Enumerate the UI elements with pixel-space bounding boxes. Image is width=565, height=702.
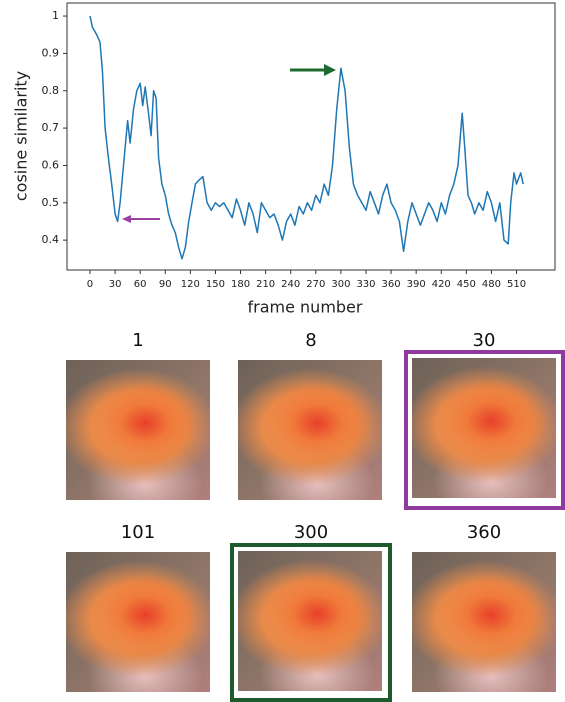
series-line [90, 16, 523, 259]
chart: cosine similarity frame number 0.4 0.5 0.6… [0, 0, 565, 320]
x-tick-label: 450 [457, 279, 476, 290]
frame-title: 30 [409, 330, 559, 351]
frame-title: 360 [409, 522, 559, 543]
x-tick-label: 510 [507, 279, 526, 290]
y-tick-label: 0.4 [42, 233, 60, 246]
y-axis-label: cosine similarity [12, 71, 31, 201]
plot-frame [67, 3, 555, 270]
x-tick-label: 360 [382, 279, 401, 290]
x-tick-label: 30 [109, 279, 122, 290]
arrow-green [290, 64, 336, 76]
frame-title: 300 [236, 522, 386, 543]
y-tick-label: 0.8 [42, 84, 60, 97]
y-tick-label: 0.6 [42, 158, 60, 171]
frame-image [412, 552, 556, 692]
frame-image [412, 358, 556, 498]
frame-image [66, 360, 210, 500]
x-tick-label: 480 [482, 279, 501, 290]
x-tick-label: 150 [206, 279, 225, 290]
x-tick-label: 210 [256, 279, 275, 290]
x-tick-label: 270 [306, 279, 325, 290]
x-tick-label: 0 [87, 279, 93, 290]
frame-title: 101 [63, 522, 213, 543]
x-tick-label: 120 [181, 279, 200, 290]
x-axis-label: frame number [248, 298, 363, 317]
frame-image [66, 552, 210, 692]
frame-title: 8 [236, 330, 386, 351]
frame-title: 1 [63, 330, 213, 351]
x-tick-label: 420 [432, 279, 451, 290]
x-tick-label: 330 [356, 279, 375, 290]
x-tick-label: 180 [231, 279, 250, 290]
x-tick-label: 90 [159, 279, 172, 290]
y-tick-label: 0.7 [42, 121, 60, 134]
y-tick-label: 0.9 [42, 46, 60, 59]
x-tick-label: 240 [281, 279, 300, 290]
page: cosine similarity frame number 0.4 0.5 0.6… [0, 0, 565, 702]
arrow-purple [122, 215, 160, 223]
frame-image [238, 360, 382, 500]
y-tick-label: 1 [52, 9, 59, 22]
x-tick-label: 60 [134, 279, 147, 290]
x-tick-label: 390 [407, 279, 426, 290]
y-tick-label: 0.5 [42, 196, 60, 209]
x-tick-label: 300 [331, 279, 350, 290]
frame-image [238, 551, 382, 691]
